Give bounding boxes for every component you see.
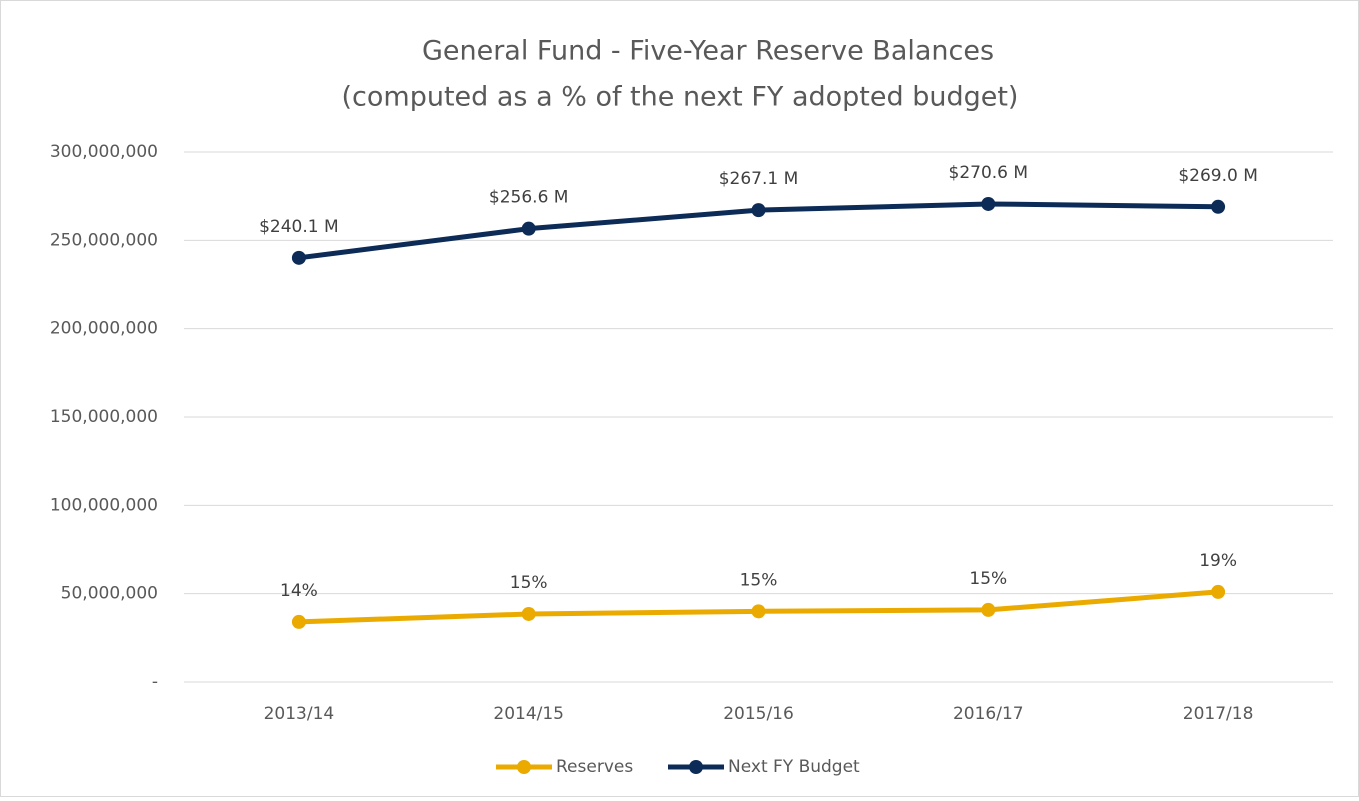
legend-marker xyxy=(517,760,531,774)
data-label: $267.1 M xyxy=(719,169,799,189)
series-marker xyxy=(1211,584,1226,599)
y-tick-label: 200,000,000 xyxy=(50,319,158,339)
y-tick-label: 250,000,000 xyxy=(50,230,158,250)
data-label: 19% xyxy=(1199,551,1237,571)
data-label: 14% xyxy=(280,581,318,601)
data-label: $256.6 M xyxy=(489,188,569,208)
series-marker xyxy=(521,606,536,621)
y-tick-label: 50,000,000 xyxy=(61,584,158,604)
series-marker xyxy=(751,604,766,619)
series-marker xyxy=(1211,199,1226,214)
series-marker xyxy=(521,221,536,236)
data-label: 15% xyxy=(510,573,548,593)
series-marker xyxy=(291,250,306,265)
legend-label: Next FY Budget xyxy=(728,757,860,777)
chart-title: General Fund - Five-Year Reserve Balance… xyxy=(422,36,994,67)
x-tick-label: 2017/18 xyxy=(1183,704,1254,724)
data-label: 15% xyxy=(969,569,1007,589)
chart-subtitle: (computed as a % of the next FY adopted … xyxy=(342,82,1019,113)
legend-marker xyxy=(689,760,703,774)
y-tick-label: - xyxy=(152,672,158,692)
series-marker xyxy=(981,602,996,617)
series-marker xyxy=(751,203,766,218)
y-tick-label: 300,000,000 xyxy=(50,142,158,162)
data-label: 15% xyxy=(740,570,778,590)
x-tick-label: 2016/17 xyxy=(953,704,1024,724)
y-tick-label: 150,000,000 xyxy=(50,407,158,427)
legend-label: Reserves xyxy=(556,757,633,777)
series-marker xyxy=(291,614,306,629)
data-label: $269.0 M xyxy=(1178,166,1258,186)
y-tick-label: 100,000,000 xyxy=(50,495,158,515)
data-label: $240.1 M xyxy=(259,217,339,237)
series-marker xyxy=(981,196,996,211)
x-tick-label: 2015/16 xyxy=(723,704,794,724)
data-label: $270.6 M xyxy=(949,163,1029,183)
x-tick-label: 2014/15 xyxy=(493,704,564,724)
x-tick-label: 2013/14 xyxy=(264,704,335,724)
